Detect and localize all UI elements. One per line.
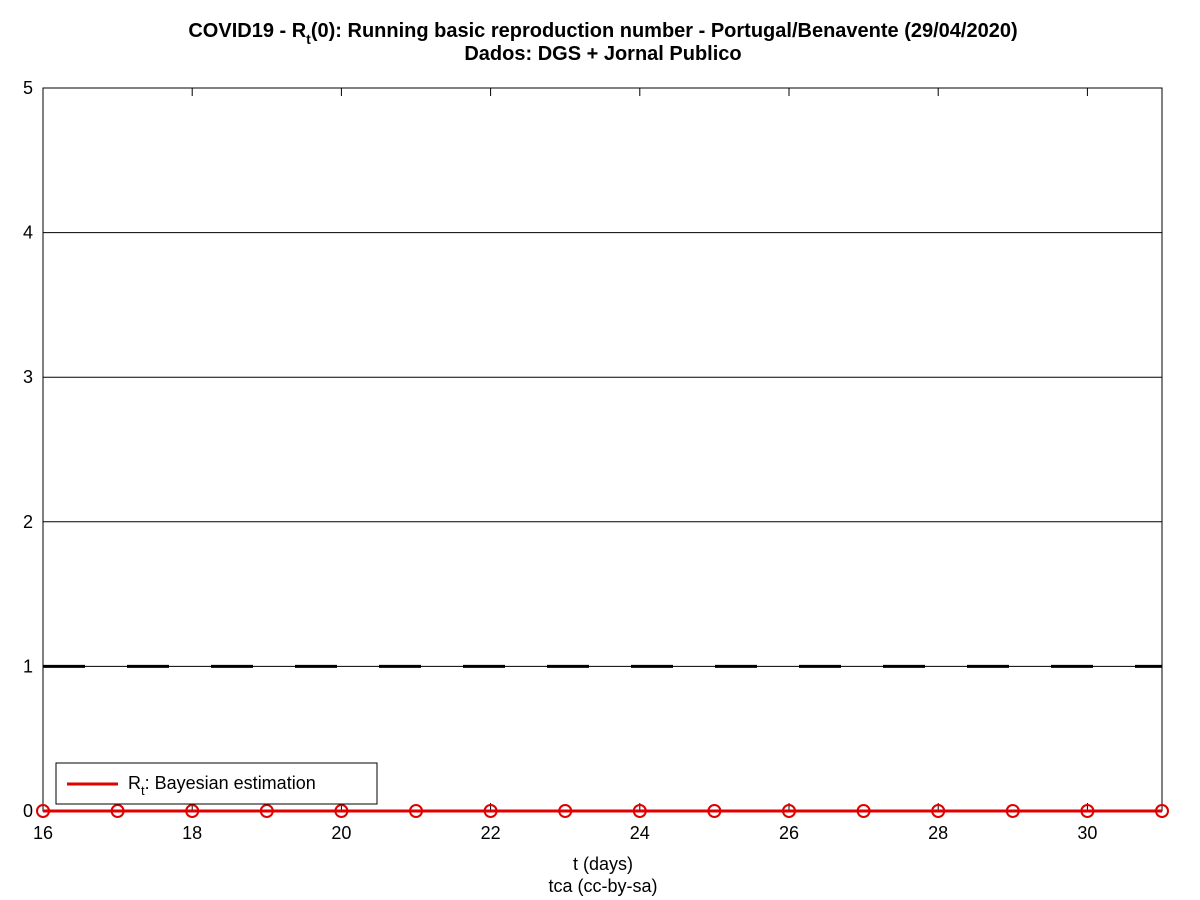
x-tick-label: 24 (630, 823, 650, 843)
data-marker (259, 804, 274, 818)
data-marker (707, 804, 722, 818)
data-marker (1155, 804, 1169, 818)
data-marker (782, 804, 796, 818)
chart-title: COVID19 - Rt(0): Running basic reproduct… (188, 20, 1017, 47)
x-tick-label: 28 (928, 823, 948, 843)
data-marker (36, 804, 50, 818)
x-tick-label: 18 (182, 823, 202, 843)
caption: tca (cc-by-sa) (548, 876, 657, 896)
x-tick-label: 30 (1077, 823, 1097, 843)
x-tick-label: 22 (481, 823, 501, 843)
data-marker (185, 804, 200, 818)
data-marker (931, 804, 946, 818)
data-marker (558, 804, 573, 818)
data-marker (334, 804, 349, 818)
x-tick-label: 26 (779, 823, 799, 843)
x-axis-label: t (days) (573, 854, 633, 874)
x-tick-label: 16 (33, 823, 53, 843)
legend-label: Rt: Bayesian estimation (128, 773, 316, 798)
data-marker (483, 804, 498, 818)
data-marker (1005, 804, 1020, 818)
legend-text: : Bayesian estimation (145, 773, 316, 793)
y-tick-label: 4 (23, 223, 33, 243)
legend-text: R (128, 773, 141, 793)
y-tick-label: 5 (23, 78, 33, 98)
data-marker (632, 804, 647, 818)
title-part: COVID19 - R (188, 20, 306, 42)
y-tick-label: 0 (23, 801, 33, 821)
data-marker (110, 804, 125, 818)
title-subscript: t (306, 31, 311, 47)
data-marker (409, 804, 423, 818)
data-marker (1080, 804, 1095, 818)
x-tick-label: 20 (331, 823, 351, 843)
y-tick-label: 1 (23, 656, 33, 676)
data-marker (856, 804, 871, 818)
chart-subtitle: Dados: DGS + Jornal Publico (464, 43, 741, 65)
y-tick-label: 3 (23, 367, 33, 387)
title-part: (0): Running basic reproduction number -… (311, 20, 1018, 42)
legend-subscript: t (141, 783, 145, 798)
y-tick-label: 2 (23, 512, 33, 532)
plot-area (42, 87, 1163, 812)
